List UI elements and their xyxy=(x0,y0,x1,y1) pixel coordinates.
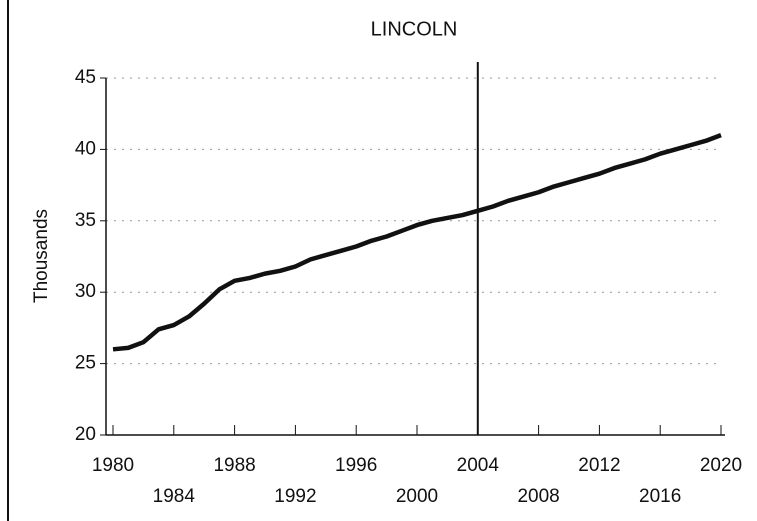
y-tick-label: 20 xyxy=(75,424,96,445)
chart-title: LINCOLN xyxy=(371,18,458,40)
y-axis-label: Thousands xyxy=(31,209,52,303)
x-tick-label: 2000 xyxy=(396,486,438,507)
y-tick-label: 35 xyxy=(75,210,96,231)
y-tick-label: 40 xyxy=(75,138,96,159)
x-tick-label: 1988 xyxy=(213,455,255,476)
x-tick-label: 1980 xyxy=(92,455,134,476)
y-tick-label: 45 xyxy=(75,67,96,88)
y-tick-label: 25 xyxy=(75,353,96,374)
x-tick-label: 1992 xyxy=(274,486,316,507)
y-tick-label: 30 xyxy=(75,281,96,302)
x-tick-label: 2008 xyxy=(517,486,559,507)
x-tick-label: 1984 xyxy=(153,486,196,507)
data-line xyxy=(112,133,722,352)
x-tick-label: 2016 xyxy=(639,486,681,507)
x-tick-label: 2004 xyxy=(457,455,500,476)
x-tick-label: 2020 xyxy=(700,455,742,476)
x-tick-label: 1996 xyxy=(335,455,377,476)
x-tick-label: 2012 xyxy=(578,455,620,476)
